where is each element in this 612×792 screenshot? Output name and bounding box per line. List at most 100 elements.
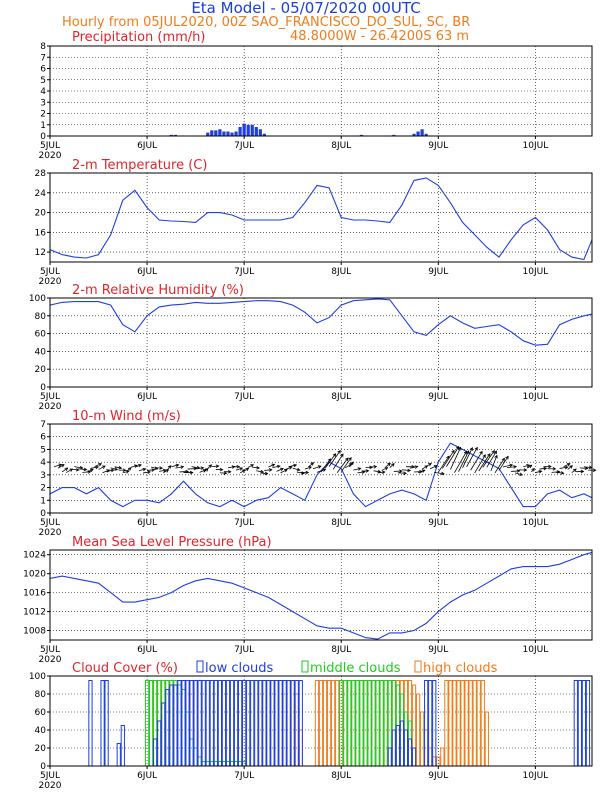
- low-cloud-bar: [185, 680, 190, 767]
- wind-arrow-head: [552, 467, 557, 471]
- wind-arrow: [243, 467, 249, 472]
- wind-arrow: [332, 453, 344, 470]
- wind-arrow-head: [118, 465, 123, 470]
- wind-arrow: [409, 466, 418, 469]
- wind-arrow-head: [391, 463, 395, 467]
- wind-arrow-head: [384, 467, 389, 471]
- y-tick-label: 1: [40, 121, 46, 131]
- x-tick-label: 10JUL: [523, 392, 549, 402]
- wind-arrow-head: [208, 464, 213, 468]
- low-cloud-bar: [177, 680, 182, 767]
- mid-cloud-bar: [351, 680, 356, 767]
- wind-arrow: [507, 466, 517, 468]
- legend-label: low clouds: [205, 661, 274, 676]
- low-cloud-bar: [387, 747, 392, 767]
- y-tick-label: 0: [40, 762, 46, 772]
- wind-arrow-head: [387, 462, 391, 467]
- wind-arrow: [284, 466, 292, 471]
- wind-arrow: [551, 471, 560, 473]
- panel-frame: [49, 45, 593, 137]
- wind-arrow: [373, 470, 381, 473]
- low-cloud-bar: [209, 680, 214, 767]
- precip-bar: [254, 127, 258, 136]
- wind-arrow-head: [531, 467, 535, 472]
- low-cloud-bar: [294, 680, 299, 767]
- wind-arrow: [138, 468, 146, 472]
- series-line: [50, 442, 592, 508]
- wind-arrow: [320, 458, 331, 473]
- low-cloud-bar: [120, 725, 125, 767]
- wind-arrow: [90, 466, 99, 469]
- low-cloud-bar: [229, 680, 235, 767]
- precip-bar: [214, 130, 218, 136]
- wind-arrow: [442, 450, 455, 469]
- wind-arrow: [498, 456, 509, 471]
- legend-label: high clouds: [423, 661, 498, 676]
- low-cloud-bar: [258, 680, 263, 767]
- y-tick-label: 16: [35, 228, 47, 238]
- high-cloud-bar: [420, 711, 425, 767]
- y-tick-label: 8: [40, 42, 46, 52]
- wind-arrow: [450, 447, 462, 470]
- mid-cloud-bar: [371, 680, 376, 767]
- wind-arrow: [70, 468, 79, 471]
- wind-arrow: [490, 455, 498, 471]
- wind-arrow-head: [428, 462, 432, 467]
- low-cloud-bar: [432, 680, 437, 767]
- wind-arrow-head: [381, 470, 386, 475]
- wind-arrow-head: [256, 465, 261, 470]
- wind-arrow: [219, 472, 227, 474]
- wind-arrow-head: [569, 465, 573, 469]
- wind-arrow: [304, 466, 312, 470]
- x-tick-label: 6JUL: [137, 771, 157, 781]
- wind-arrow: [425, 463, 432, 467]
- y-tick-label: 3: [40, 98, 46, 108]
- low-cloud-bar: [217, 680, 222, 767]
- x-tick-label: 9JUL: [428, 392, 448, 402]
- wind-arrow: [187, 468, 197, 470]
- wind-arrow-head: [95, 465, 100, 470]
- wind-arrow: [466, 447, 478, 468]
- low-cloud-bar: [391, 729, 396, 767]
- panel-title: 10-m Wind (m/s): [72, 409, 181, 424]
- wind-arrow-head: [175, 463, 180, 468]
- high-cloud-bar: [335, 680, 340, 767]
- chart-title: Eta Model - 05/07/2020 00UTC: [191, 0, 420, 17]
- wind-arrow-head: [75, 467, 80, 472]
- x-tick-label: 8JUL: [331, 141, 351, 151]
- wind-arrow-head: [548, 464, 552, 469]
- wind-arrow: [296, 471, 305, 474]
- wind-arrow-head: [457, 446, 462, 451]
- wind-arrow-head: [451, 449, 455, 454]
- wind-arrow: [256, 470, 264, 473]
- wind-arrow-head: [147, 470, 151, 475]
- wind-arrow-head: [268, 468, 273, 472]
- x-tick-label: 9JUL: [428, 518, 448, 528]
- wind-arrow-head: [127, 467, 132, 471]
- low-cloud-bar: [181, 680, 186, 767]
- precip-bar: [222, 131, 226, 136]
- wind-arrow: [340, 457, 352, 472]
- wind-arrow: [434, 472, 444, 475]
- wind-arrow: [280, 469, 288, 474]
- y-tick-label: 20: [35, 365, 47, 375]
- wind-arrow: [166, 465, 172, 471]
- wind-arrow: [308, 462, 314, 467]
- wind-arrow-head: [293, 463, 298, 468]
- wind-arrow: [430, 465, 438, 470]
- wind-arrow: [462, 447, 473, 469]
- coords-line: 48.8000W - 26.4200S 63 m: [290, 29, 469, 44]
- x-tick-label: 10JUL: [523, 518, 549, 528]
- wind-arrow: [171, 464, 179, 468]
- wind-arrow: [114, 466, 122, 469]
- high-cloud-bar: [322, 680, 328, 767]
- wind-arrow: [147, 469, 155, 471]
- wind-arrow-head: [487, 453, 491, 457]
- precip-bar: [218, 129, 222, 136]
- high-cloud-bar: [468, 680, 473, 767]
- high-cloud-bar: [456, 680, 461, 767]
- wind-arrow-head: [580, 469, 585, 474]
